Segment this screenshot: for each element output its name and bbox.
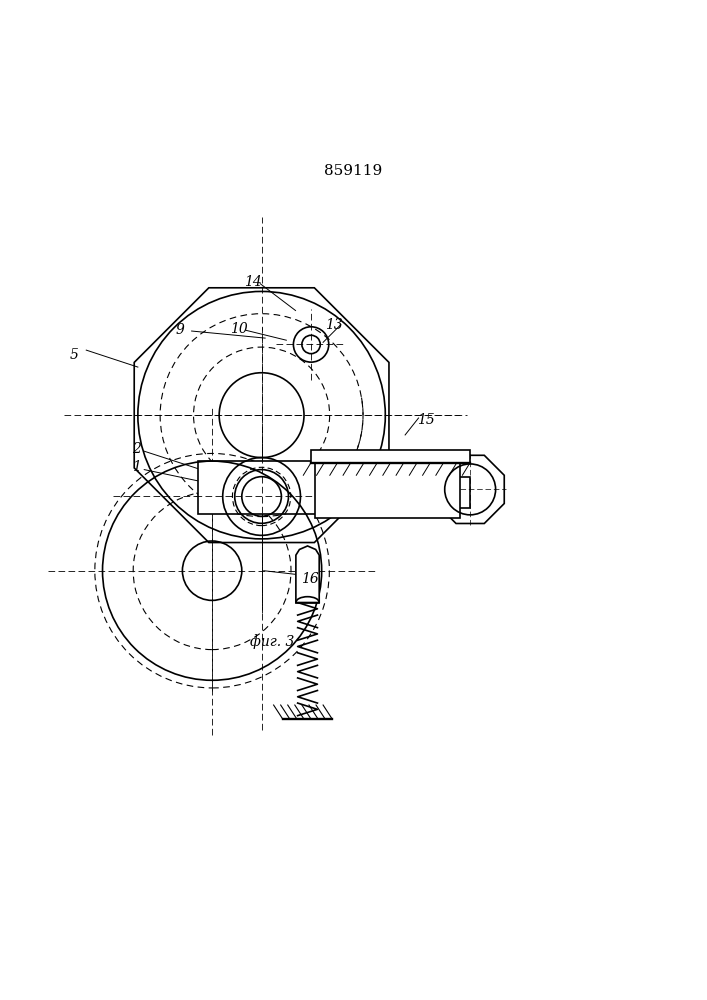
- Text: 14: 14: [244, 275, 262, 289]
- Text: 2: 2: [132, 442, 141, 456]
- Text: 859119: 859119: [325, 164, 382, 178]
- Text: 16: 16: [300, 572, 319, 586]
- Text: фиг. 3: фиг. 3: [250, 634, 294, 649]
- Text: 5: 5: [70, 348, 78, 362]
- Text: 10: 10: [230, 322, 248, 336]
- Text: 9: 9: [176, 323, 185, 337]
- Text: 15: 15: [416, 413, 435, 427]
- Bar: [311, 477, 470, 508]
- Text: 1: 1: [132, 460, 141, 474]
- Bar: [315, 463, 460, 518]
- Text: 13: 13: [325, 318, 343, 332]
- Bar: [198, 461, 449, 514]
- Polygon shape: [296, 546, 319, 603]
- Bar: [311, 450, 470, 463]
